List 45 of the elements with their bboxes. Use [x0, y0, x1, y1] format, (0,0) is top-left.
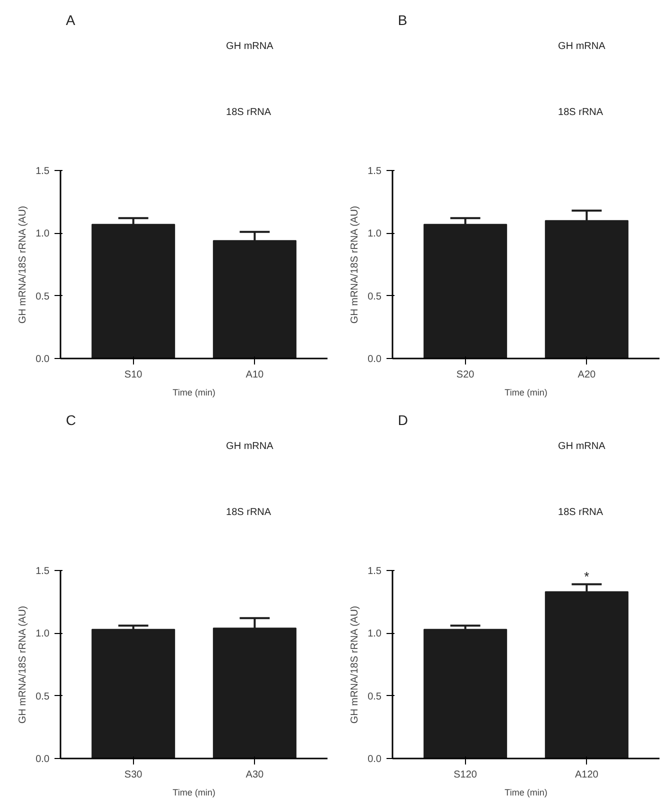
x-tick-label: A20: [578, 370, 596, 380]
x-tick-label: S120: [454, 770, 478, 780]
y-tick-label: 0.5: [36, 291, 50, 302]
y-tick-label: 0.0: [368, 754, 382, 765]
y-tick-label: 0.0: [36, 354, 50, 365]
x-tick-label: A120: [575, 770, 599, 780]
y-axis-title: GH mRNA/18S rRNA (AU): [18, 206, 29, 324]
y-tick-label: 0.5: [368, 691, 382, 702]
y-tick-label: 1.5: [368, 166, 382, 177]
text: GH mRNA: [226, 41, 274, 52]
y-axis-title: GH mRNA/18S rRNA (AU): [350, 606, 361, 724]
annotation: *: [584, 568, 590, 584]
text: GH mRNA: [558, 441, 606, 452]
y-tick-label: 0.0: [36, 754, 50, 765]
x-axis-title: Time (min): [172, 388, 216, 398]
y-tick-label: 1.5: [368, 566, 382, 577]
y-tick-label: 1.0: [368, 628, 382, 640]
y-tick-label: 1.0: [36, 628, 50, 640]
y-tick-label: 1.0: [36, 228, 50, 240]
x-tick-label: A10: [246, 370, 264, 380]
x-axis-title: Time (min): [504, 788, 548, 798]
text: 18S rRNA: [558, 107, 604, 118]
x-tick-label: S20: [456, 370, 475, 380]
x-tick-label: S30: [124, 770, 143, 780]
text: 18S rRNA: [226, 107, 272, 118]
y-tick-label: 1.5: [36, 166, 50, 177]
y-tick-label: 0.0: [368, 354, 382, 365]
y-axis-title: GH mRNA/18S rRNA (AU): [18, 606, 29, 724]
y-tick-label: 1.5: [36, 566, 50, 577]
x-axis-title: Time (min): [504, 388, 548, 398]
x-tick-label: S10: [124, 370, 143, 380]
text: 18S rRNA: [226, 507, 272, 518]
x-axis-title: Time (min): [172, 788, 216, 798]
chart-title: D: [398, 412, 408, 428]
y-tick-label: 0.5: [36, 691, 50, 702]
text: 18S rRNA: [558, 507, 604, 518]
x-tick-label: A30: [246, 770, 264, 780]
y-tick-label: 0.5: [368, 291, 382, 302]
y-tick-label: 1.0: [368, 228, 382, 240]
chart-title: C: [66, 412, 76, 428]
text: GH mRNA: [226, 441, 274, 452]
chart-title: B: [398, 12, 408, 28]
text: GH mRNA: [558, 41, 606, 52]
chart-title: A: [66, 12, 76, 28]
y-axis-title: GH mRNA/18S rRNA (AU): [350, 206, 361, 324]
